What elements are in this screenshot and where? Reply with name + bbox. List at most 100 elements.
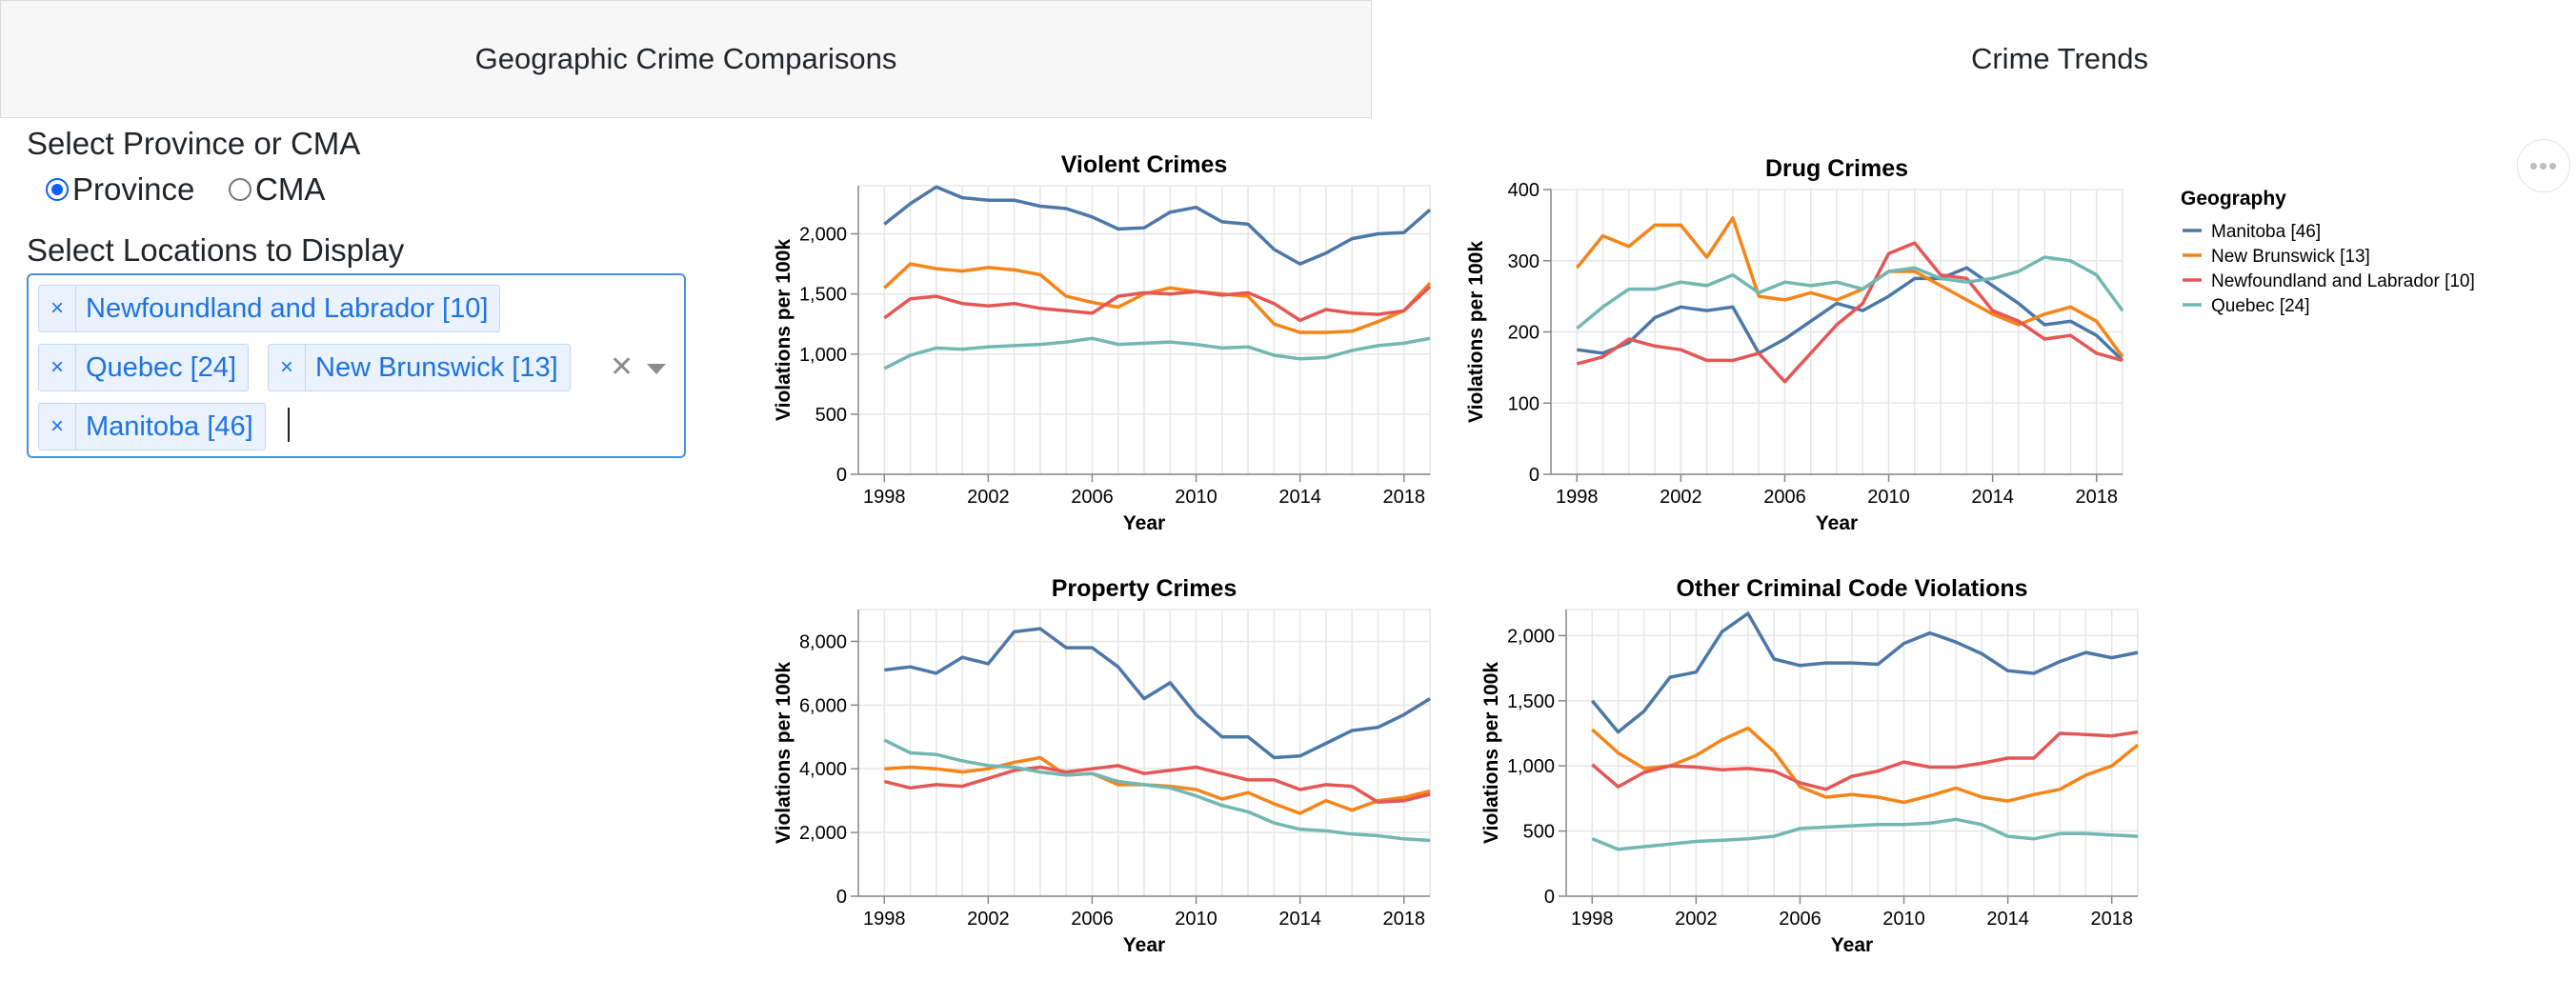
y-tick-label: 0 bbox=[1529, 465, 1540, 486]
x-tick-label: 2010 bbox=[1882, 909, 1925, 930]
chip-label: New Brunswick [13] bbox=[315, 351, 558, 383]
series-line bbox=[1591, 726, 2140, 805]
x-tick-label: 2002 bbox=[967, 487, 1010, 508]
tab-label: Geographic Crime Comparisons bbox=[474, 42, 897, 75]
legend-entry: New Brunswick [13] bbox=[2211, 247, 2370, 267]
x-tick-label: 1998 bbox=[863, 487, 906, 508]
y-tick-label: 1,500 bbox=[1507, 691, 1555, 712]
series-line bbox=[1591, 817, 2139, 851]
y-tick-label: 0 bbox=[836, 465, 847, 486]
y-tick-label: 500 bbox=[815, 405, 847, 426]
x-tick-label: 2010 bbox=[1175, 487, 1218, 508]
radio-cma[interactable]: CMA bbox=[229, 171, 325, 208]
y-axis-title: Violations per 100k bbox=[773, 239, 795, 421]
series-line bbox=[1575, 216, 2124, 358]
chip-remove-icon[interactable]: × bbox=[39, 345, 76, 390]
x-tick-label: 2018 bbox=[1382, 487, 1425, 508]
y-tick-label: 1,000 bbox=[799, 345, 847, 366]
selected-chip: × Newfoundland and Labrador [10] bbox=[38, 285, 501, 332]
y-tick-label: 300 bbox=[1508, 251, 1540, 272]
x-tick-label: 2002 bbox=[967, 909, 1010, 930]
series-line bbox=[884, 627, 1431, 760]
series-line bbox=[1590, 611, 2139, 734]
x-axis-title: Year bbox=[1123, 512, 1165, 534]
legend-entry: Quebec [24] bbox=[2211, 296, 2310, 316]
y-tick-label: 400 bbox=[1508, 180, 1540, 201]
x-tick-label: 2018 bbox=[2090, 909, 2133, 930]
legend-title: Geography bbox=[2181, 188, 2286, 210]
y-tick-label: 0 bbox=[836, 887, 847, 908]
x-tick-label: 1998 bbox=[1571, 909, 1614, 930]
x-tick-label: 2006 bbox=[1071, 487, 1114, 508]
x-tick-label: 2006 bbox=[1779, 909, 1821, 930]
chip-label: Quebec [24] bbox=[86, 351, 236, 383]
series-line bbox=[883, 336, 1431, 370]
y-axis-title: Violations per 100k bbox=[1465, 241, 1487, 423]
chip-label: Newfoundland and Labrador [10] bbox=[86, 292, 489, 324]
selected-chip: × Manitoba [46] bbox=[38, 403, 266, 450]
legend-entry: Manitoba [46] bbox=[2211, 222, 2321, 242]
y-axis-title: Violations per 100k bbox=[1480, 662, 1502, 844]
y-axis-title: Violations per 100k bbox=[773, 662, 795, 844]
series-line bbox=[883, 285, 1432, 323]
x-tick-label: 2018 bbox=[2075, 487, 2118, 508]
dropdown-chevron-down-icon[interactable] bbox=[647, 364, 666, 374]
x-tick-label: 2006 bbox=[1071, 909, 1114, 930]
more-horizontal-icon[interactable]: ••• bbox=[2517, 139, 2570, 192]
x-tick-label: 2018 bbox=[1382, 909, 1425, 930]
x-tick-label: 2014 bbox=[1971, 487, 2014, 508]
chip-label: Manitoba [46] bbox=[86, 410, 253, 442]
series-line bbox=[883, 738, 1431, 843]
y-tick-label: 200 bbox=[1508, 323, 1540, 344]
series-line bbox=[1576, 255, 2124, 330]
tab-label: Crime Trends bbox=[1970, 42, 2149, 75]
tab-geographic-crime-comparisons[interactable]: Geographic Crime Comparisons bbox=[0, 0, 1372, 118]
x-tick-label: 1998 bbox=[863, 909, 906, 930]
x-tick-label: 2014 bbox=[1278, 487, 1321, 508]
y-tick-label: 1,000 bbox=[1507, 756, 1555, 777]
y-tick-label: 0 bbox=[1544, 887, 1555, 908]
y-tick-label: 2,000 bbox=[799, 823, 847, 844]
text-cursor bbox=[288, 408, 290, 442]
x-tick-label: 1998 bbox=[1556, 487, 1599, 508]
radio-province-label: Province bbox=[72, 171, 195, 207]
radio-province[interactable]: Province bbox=[46, 171, 194, 208]
series-line bbox=[1576, 241, 2123, 384]
chip-remove-icon[interactable]: × bbox=[39, 404, 76, 450]
x-tick-label: 2010 bbox=[1175, 909, 1218, 930]
radio-province-input[interactable] bbox=[46, 178, 69, 201]
y-tick-label: 2,000 bbox=[799, 225, 847, 246]
series-line bbox=[883, 764, 1431, 805]
select-type-label: Select Province or CMA bbox=[27, 126, 361, 161]
x-tick-label: 2006 bbox=[1763, 487, 1806, 508]
y-tick-label: 8,000 bbox=[799, 631, 847, 652]
y-tick-label: 100 bbox=[1508, 393, 1540, 414]
chart-title: Property Crimes bbox=[1052, 575, 1238, 602]
chart-title: Drug Crimes bbox=[1765, 155, 1908, 182]
radio-cma-input[interactable] bbox=[229, 178, 252, 201]
selected-chip: × New Brunswick [13] bbox=[268, 344, 571, 391]
selected-chip: × Quebec [24] bbox=[38, 344, 249, 391]
clear-all-x-icon[interactable]: ✕ bbox=[610, 351, 634, 383]
series-line bbox=[883, 262, 1432, 334]
series-line bbox=[1577, 266, 2124, 362]
x-axis-title: Year bbox=[1123, 934, 1165, 956]
series-line bbox=[883, 185, 1432, 266]
x-axis-title: Year bbox=[1831, 934, 1873, 956]
x-tick-label: 2010 bbox=[1867, 487, 1910, 508]
legend-entry: Newfoundland and Labrador [10] bbox=[2211, 271, 2475, 291]
y-tick-label: 4,000 bbox=[799, 759, 847, 780]
radio-cma-label: CMA bbox=[255, 171, 326, 207]
chart-title: Violent Crimes bbox=[1061, 151, 1228, 178]
tab-crime-trends[interactable]: Crime Trends bbox=[1374, 0, 2576, 118]
x-tick-label: 2014 bbox=[1278, 909, 1321, 930]
chip-remove-icon[interactable]: × bbox=[39, 286, 76, 331]
y-tick-label: 6,000 bbox=[799, 695, 847, 716]
series-line bbox=[1591, 730, 2139, 791]
chip-remove-icon[interactable]: × bbox=[269, 345, 306, 390]
x-tick-label: 2002 bbox=[1660, 487, 1702, 508]
y-tick-label: 500 bbox=[1523, 822, 1555, 843]
x-tick-label: 2014 bbox=[1986, 909, 2029, 930]
chart-title: Other Criminal Code Violations bbox=[1676, 575, 2027, 602]
